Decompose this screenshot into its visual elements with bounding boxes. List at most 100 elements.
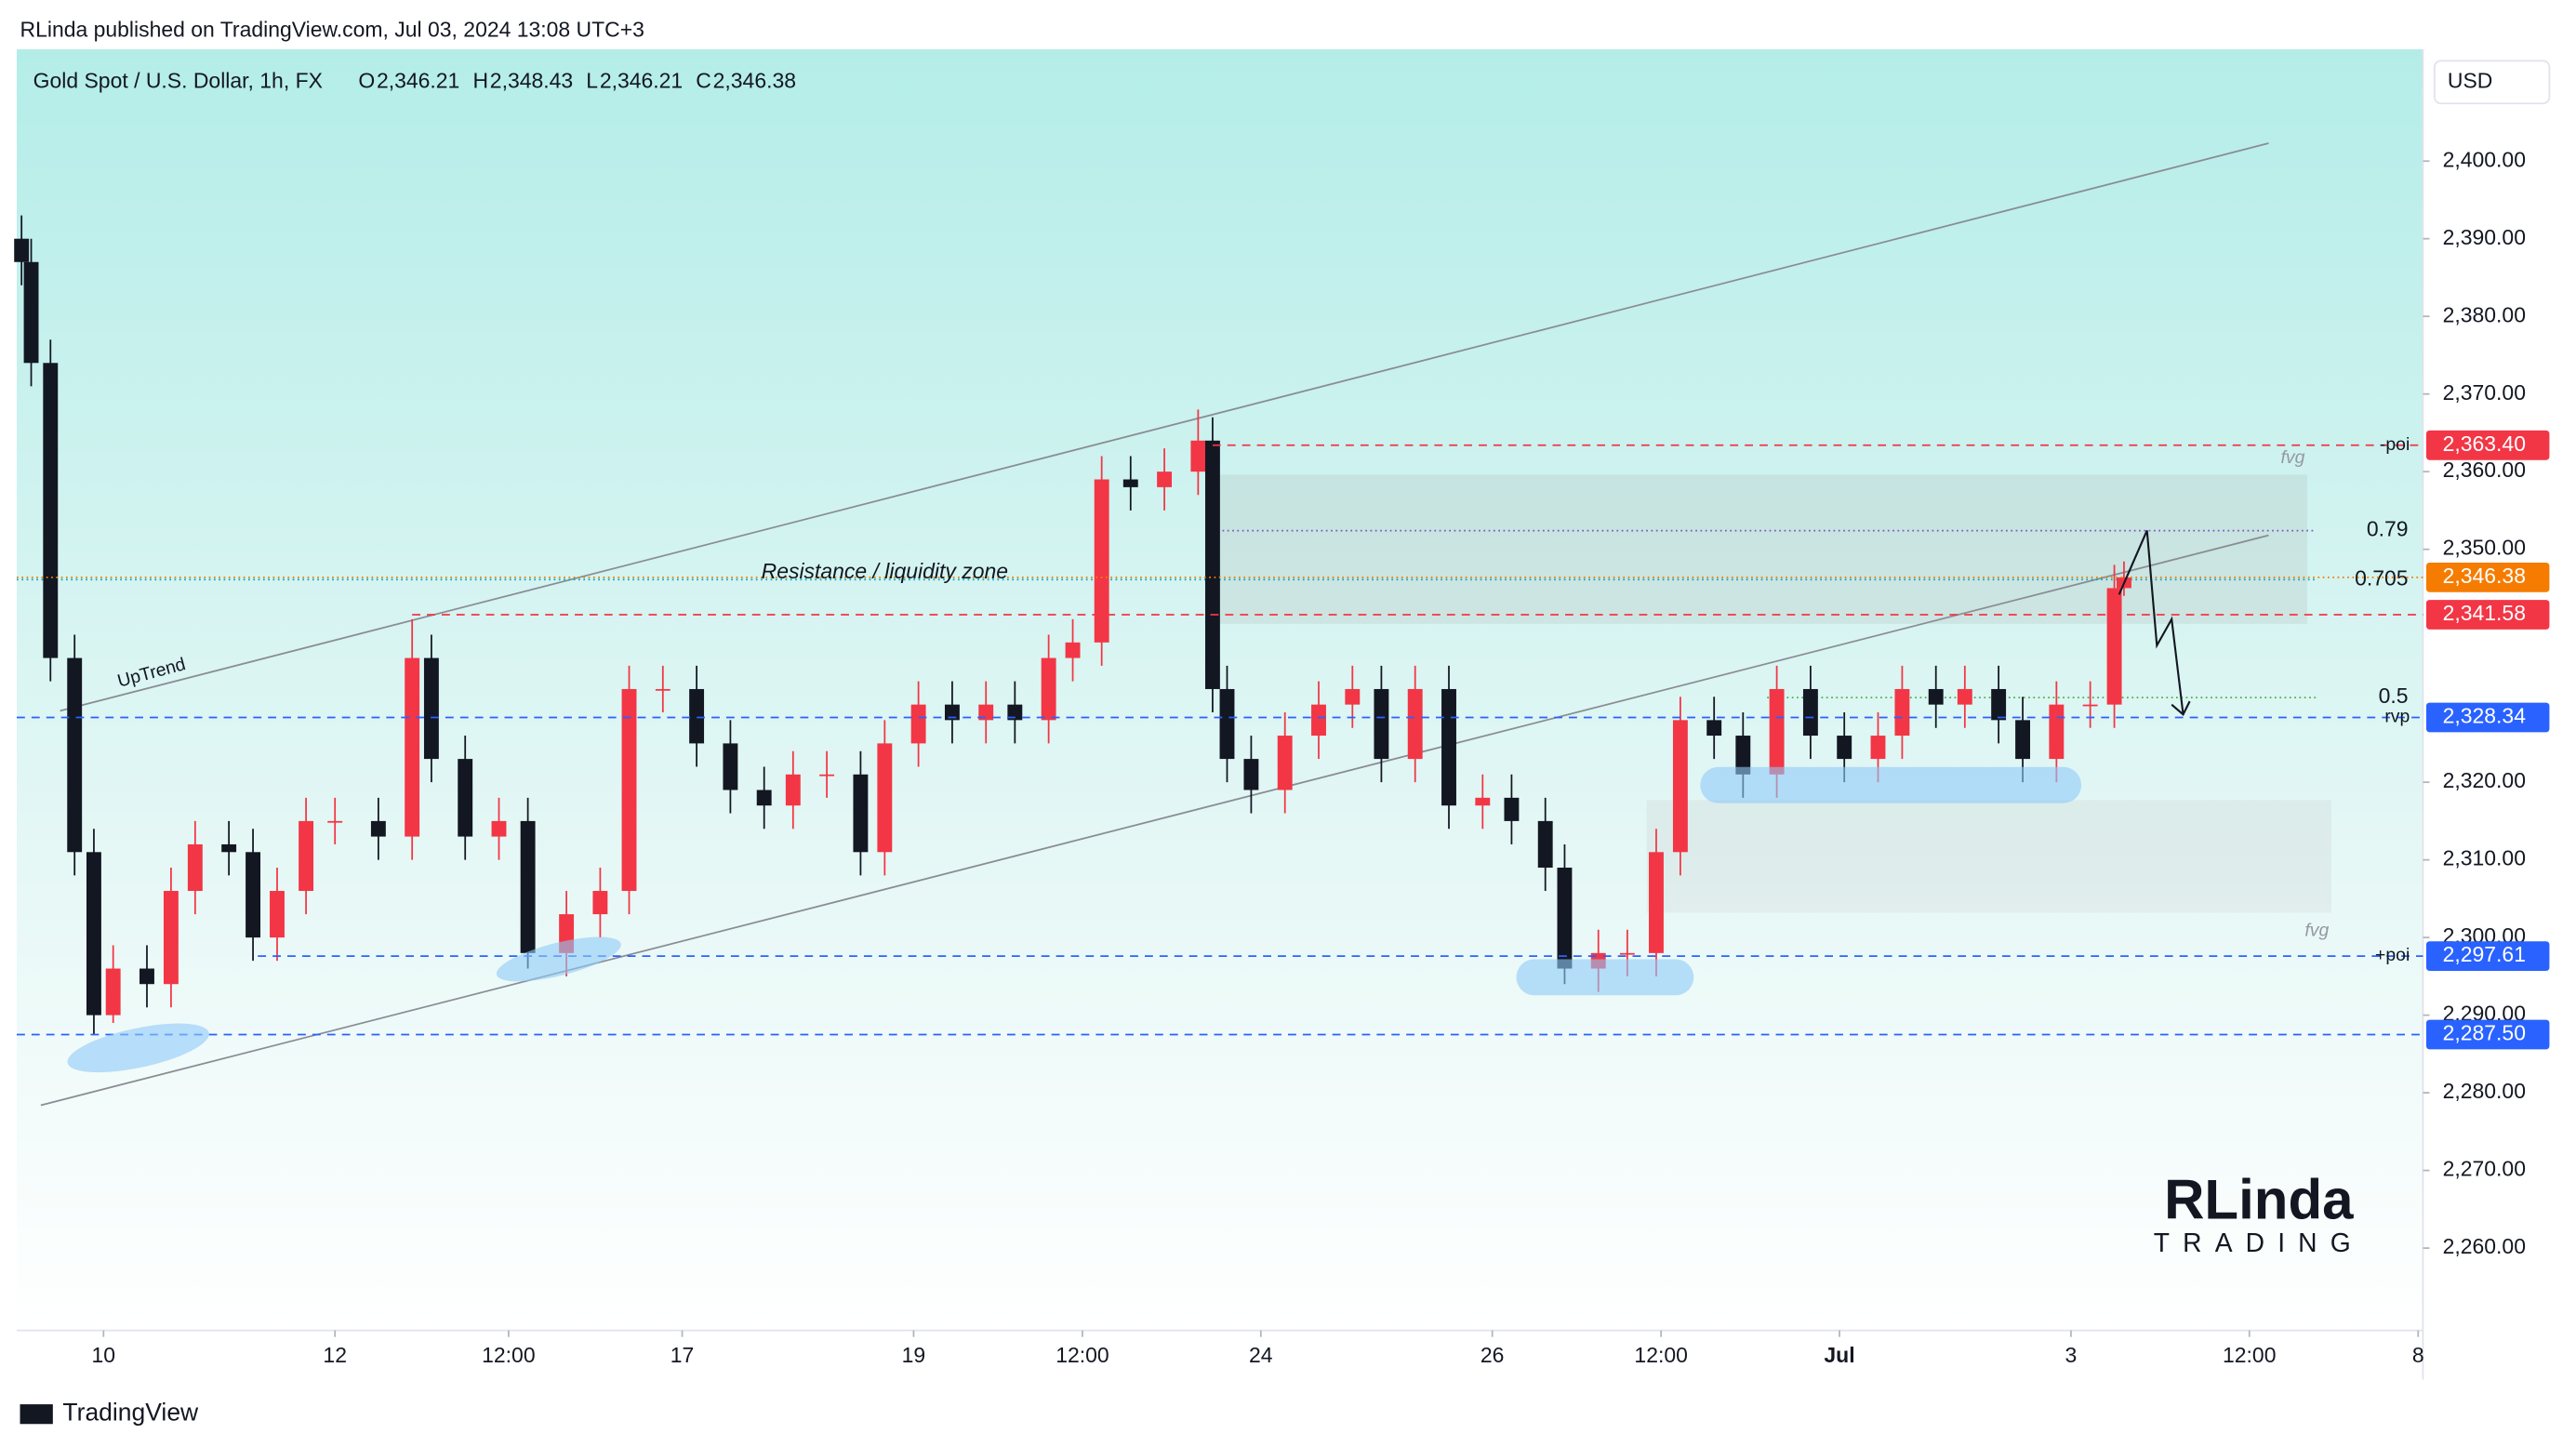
candle-body [1672,720,1688,853]
candle-body [105,968,121,1016]
highlight [1516,959,1694,996]
logo [20,1404,53,1425]
chart-title: Gold Spot / U.S. Dollar, 1h, FX [33,68,323,92]
annotation: fvg [2304,921,2329,941]
candle-body [1243,759,1259,790]
candle-body [723,743,738,790]
y-tick-label: 2,360.00 [2443,458,2526,482]
candle-body [877,743,893,853]
candle-body [756,790,772,806]
price-tag-label: 2,346.38 [2443,564,2526,588]
candle-body [43,363,59,658]
candle-body [1441,688,1456,806]
candle-body [1311,704,1326,737]
price-tag-label: 2,328.34 [2443,704,2527,728]
y-tick-label: 2,260.00 [2443,1234,2526,1258]
y-tick-label: 2,350.00 [2443,536,2526,560]
candle-body [1735,736,1751,775]
level-tag: -poi [2380,434,2410,455]
candle-body [1041,657,1056,721]
ohlc-label: C [696,68,711,92]
candle-body [14,238,30,262]
candle-body [2106,588,2122,705]
candle-body [327,820,343,823]
ohlc-label: O [358,68,375,92]
fib-label: 0.79 [2367,517,2409,541]
watermark: TRADING [2154,1228,2364,1257]
candle-body [221,843,237,853]
candle-body [853,774,869,853]
x-tick-label: 24 [1249,1343,1273,1367]
candle-body [370,820,386,837]
price-tag [2425,430,2550,460]
candle-body [1957,688,1972,705]
y-tick-label: 2,400.00 [2443,147,2526,171]
candle-body [592,891,608,915]
candle-body [785,774,801,806]
candle-body [1407,688,1423,760]
currency-box[interactable] [2433,60,2551,105]
candle-body [1204,440,1220,689]
candle-body [1557,867,1573,969]
price-tag-label: 2,287.50 [2443,1021,2526,1045]
candle-body [1894,688,1910,737]
x-tick-label: 19 [902,1343,926,1367]
candle-body [23,261,39,364]
candle-body [1706,720,1722,737]
highlight [496,936,621,982]
currency[interactable]: USD [2448,68,2492,92]
candle-body [944,704,960,721]
candle-body [621,688,637,892]
candle-body [1345,688,1361,705]
candle-body [1649,852,1664,953]
price-tag-label: 2,363.40 [2443,431,2526,456]
x-tick-label: 17 [671,1343,695,1367]
x-tick-label: Jul [1824,1343,1854,1367]
y-tick-label: 2,370.00 [2443,380,2526,405]
candle-body [1065,642,1081,658]
y-tick-label: 2,280.00 [2443,1079,2526,1103]
y-tick-label: 2,310.00 [2443,846,2526,870]
candle-body [655,688,671,691]
publisher: RLinda published on TradingView.com, Jul… [20,18,644,42]
candle-body [491,820,507,837]
candle-body [270,891,285,938]
x-tick-label: 10 [92,1343,116,1367]
level-tag: rvp [2384,707,2410,727]
x-tick-label: 12:00 [1634,1343,1687,1367]
candle-body [1094,479,1109,643]
zone [1212,474,2307,624]
annotation: fvg [2280,447,2304,468]
x-tick-label: 12:00 [1056,1343,1109,1367]
candle-body [1190,440,1206,472]
ohlc-label: H [472,68,488,92]
x-tick-label: 26 [1481,1343,1505,1367]
y-tick-label: 2,380.00 [2443,302,2526,326]
candle-body [1991,688,2007,721]
annotation: Resistance / liquidity zone [762,559,1008,583]
candle-body [1219,688,1235,760]
ohlc-value: 2,346.38 [713,68,796,92]
candle-body [1007,704,1023,721]
candle-body [1504,797,1520,821]
candle-body [1122,479,1138,487]
price-tag-label: 2,341.58 [2443,601,2526,625]
candle-body [520,820,536,953]
candle-body [1619,952,1635,955]
candle-body [1537,820,1553,868]
candle-body [978,704,994,721]
y-tick-label: 2,270.00 [2443,1157,2526,1181]
y-tick-label: 2,390.00 [2443,225,2526,249]
candle-body [2015,720,2030,760]
price-tag [2425,702,2550,733]
candle-body [67,657,83,853]
ohlc-value: 2,348.43 [490,68,573,92]
x-tick-label: 12:00 [2223,1343,2276,1367]
level-tag: +poi [2375,945,2410,965]
trendline [40,534,2269,1107]
footer: TradingView [62,1399,199,1427]
candle-body [86,852,101,1016]
